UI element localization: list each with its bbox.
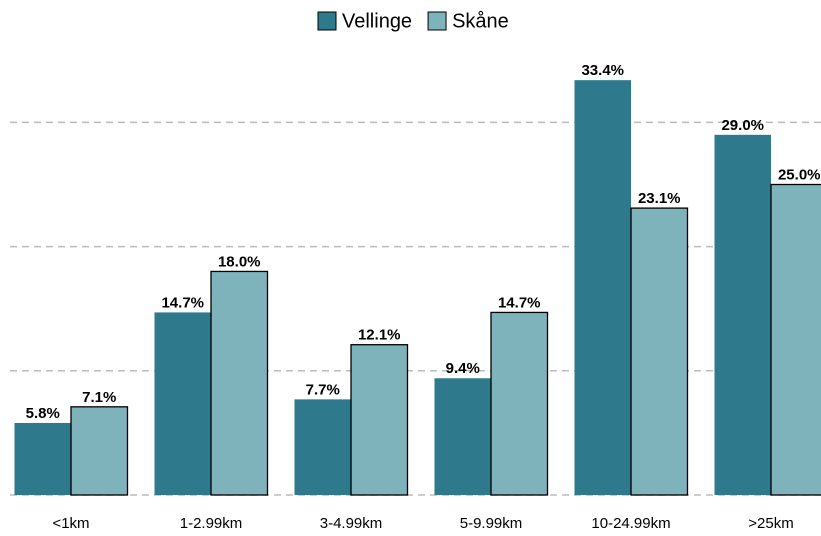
value-label: 29.0%: [721, 117, 764, 134]
bar: [714, 134, 771, 495]
bar: [210, 270, 269, 496]
x-tick-label: <1km: [52, 515, 89, 532]
x-tick-label: 5-9.99km: [460, 515, 523, 532]
value-label: 12.1%: [358, 327, 401, 344]
legend-swatch: [427, 11, 447, 31]
value-label: 25.0%: [778, 166, 821, 183]
x-tick-label: >25km: [748, 515, 793, 532]
bar: [70, 406, 129, 496]
value-label: 5.8%: [26, 405, 60, 422]
value-label: 18.0%: [218, 253, 261, 270]
x-tick-label: 10-24.99km: [591, 515, 670, 532]
bar: [14, 422, 71, 495]
bar: [434, 378, 491, 495]
x-tick-label: 3-4.99km: [320, 515, 383, 532]
bar: [294, 399, 351, 495]
value-label: 33.4%: [581, 62, 624, 79]
bar: [630, 207, 689, 496]
value-label: 7.1%: [82, 389, 116, 406]
bar: [350, 344, 409, 496]
legend-swatch: [317, 11, 337, 31]
legend-label: Skåne: [452, 10, 509, 32]
bar: [770, 183, 821, 496]
value-label: 9.4%: [446, 360, 480, 377]
legend-label: Vellinge: [342, 10, 412, 32]
bar: [154, 312, 211, 495]
value-label: 14.7%: [498, 294, 541, 311]
value-label: 7.7%: [306, 381, 340, 398]
value-label: 23.1%: [638, 190, 681, 207]
x-tick-label: 1-2.99km: [180, 515, 243, 532]
bar: [574, 80, 631, 495]
bar: [490, 311, 549, 496]
value-label: 14.7%: [161, 294, 204, 311]
